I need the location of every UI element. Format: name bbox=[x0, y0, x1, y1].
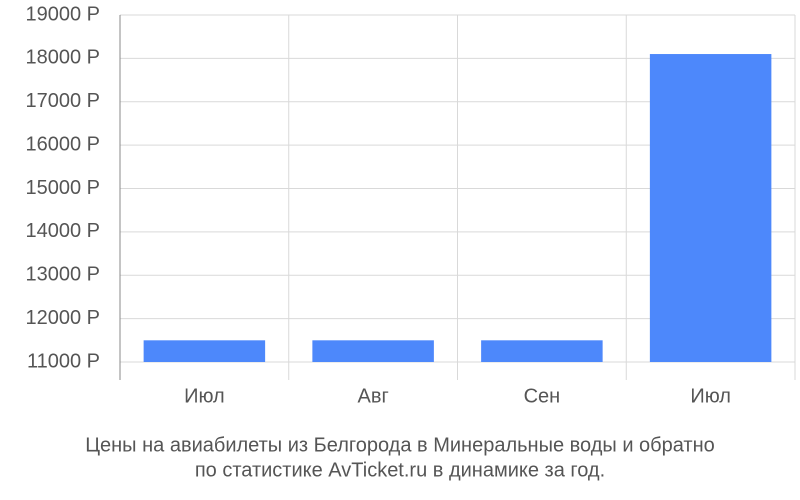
y-tick-label: 19000 Р bbox=[25, 3, 100, 25]
y-tick-label: 13000 Р bbox=[25, 264, 100, 286]
y-tick-label: 17000 Р bbox=[25, 90, 100, 112]
x-tick-label: Авг bbox=[357, 385, 388, 407]
x-tick-label: Сен bbox=[524, 385, 561, 407]
y-tick-label: 14000 Р bbox=[25, 220, 100, 242]
bar bbox=[312, 340, 434, 362]
y-tick-label: 15000 Р bbox=[25, 177, 100, 199]
y-tick-label: 18000 Р bbox=[25, 47, 100, 69]
y-tick-label: 11000 Р bbox=[27, 350, 100, 372]
x-tick-label: Июл bbox=[690, 385, 731, 407]
y-tick-label: 12000 Р bbox=[25, 307, 100, 329]
chart-title: по статистике AvTicket.ru в динамике за … bbox=[195, 459, 605, 481]
chart-title: Цены на авиабилеты из Белгорода в Минера… bbox=[85, 434, 715, 456]
x-tick-label: Июл bbox=[184, 385, 225, 407]
y-tick-label: 16000 Р bbox=[25, 133, 100, 155]
bar bbox=[481, 340, 603, 362]
bar bbox=[649, 54, 772, 362]
bar bbox=[143, 340, 266, 362]
